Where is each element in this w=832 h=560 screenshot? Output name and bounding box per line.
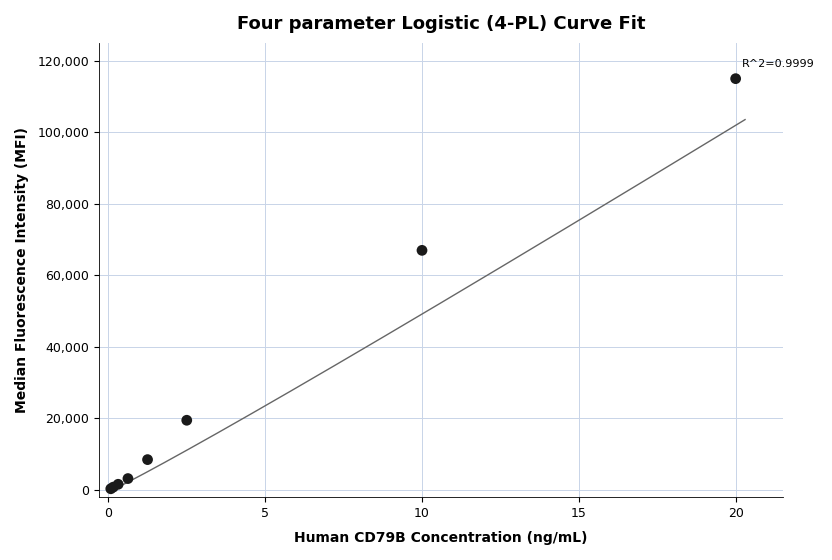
Point [104, 484, 117, 493]
Point [141, 455, 154, 464]
Point [180, 416, 193, 424]
X-axis label: Human CD79B Concentration (ng/mL): Human CD79B Concentration (ng/mL) [294, 531, 587, 545]
Y-axis label: Median Fluorescence Intensity (MFI): Median Fluorescence Intensity (MFI) [15, 127, 29, 413]
Point [121, 474, 135, 483]
Point [415, 246, 428, 255]
Point [106, 483, 120, 492]
Text: R^2=0.9999: R^2=0.9999 [742, 59, 815, 69]
Title: Four parameter Logistic (4-PL) Curve Fit: Four parameter Logistic (4-PL) Curve Fit [236, 15, 645, 33]
Point [111, 480, 125, 489]
Point [729, 74, 742, 83]
